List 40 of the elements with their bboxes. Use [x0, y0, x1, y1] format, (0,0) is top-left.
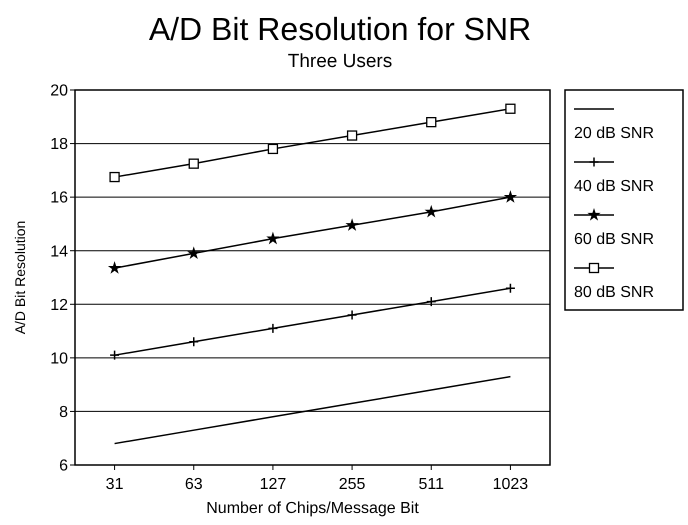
point	[266, 232, 280, 244]
point	[188, 336, 199, 348]
point	[268, 323, 278, 334]
chart-title: A/D Bit Resolution for SNR	[148, 11, 532, 47]
y-tick-label: 8	[59, 404, 68, 422]
point	[268, 144, 278, 154]
y-tick-label: 10	[50, 350, 68, 368]
x-tick-label: 255	[338, 476, 366, 493]
point	[424, 204, 438, 218]
legend-label: 20 dB SNR	[574, 125, 654, 142]
point	[346, 310, 358, 320]
legend-label: 60 dB SNR	[574, 231, 654, 248]
x-tick-label: 1023	[492, 476, 528, 493]
y-tick-label: 12	[50, 296, 68, 314]
point	[426, 296, 436, 307]
legend-label: 80 dB SNR	[574, 284, 654, 301]
point	[188, 158, 199, 169]
y-tick-label: 16	[50, 190, 68, 207]
point	[109, 172, 120, 182]
x-tick-label: 31	[106, 476, 124, 493]
point	[187, 246, 200, 260]
y-tick-label: 6	[59, 458, 68, 475]
point	[108, 261, 122, 274]
x-tick-label: 511	[418, 476, 444, 493]
x-tick-label: 127	[260, 476, 286, 493]
y-axis-title: A/D Bit Resolution	[12, 220, 28, 334]
x-axis-title: Number of Chips/Message Bit	[206, 500, 420, 517]
chart-subtitle: Three Users	[288, 51, 392, 72]
legend-label: 40 dB SNR	[574, 178, 654, 195]
y-tick-label: 20	[50, 82, 68, 100]
point	[345, 218, 359, 231]
point	[504, 190, 518, 203]
point	[109, 350, 120, 360]
y-tick-label: 18	[50, 136, 68, 154]
point	[505, 104, 516, 114]
point	[426, 116, 436, 128]
y-tick-label: 14	[50, 243, 68, 260]
x-tick-label: 63	[184, 476, 203, 493]
point	[346, 130, 358, 141]
point	[505, 282, 516, 294]
